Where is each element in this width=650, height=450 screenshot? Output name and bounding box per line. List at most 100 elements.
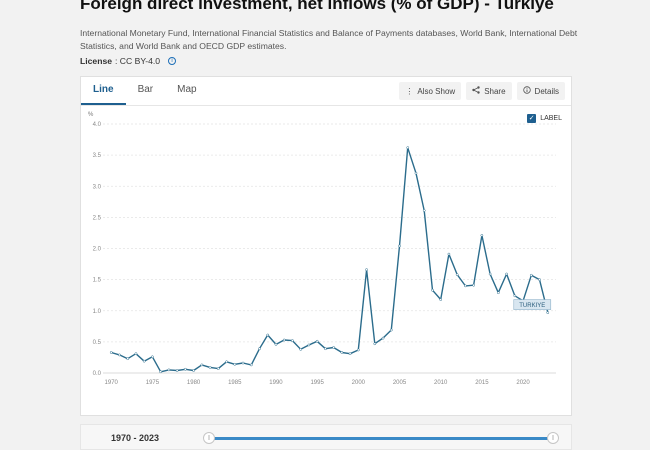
tab-divider xyxy=(81,105,571,106)
series-label-box xyxy=(513,299,552,310)
data-point-2000 xyxy=(356,348,360,352)
y-tick-label-1: 0.5 xyxy=(93,340,102,346)
data-point-2009 xyxy=(431,288,434,292)
data-point-1988 xyxy=(258,347,261,351)
data-point-1987 xyxy=(249,363,253,367)
data-point-1989 xyxy=(266,333,270,337)
data-point-2006 xyxy=(406,146,410,150)
share-label: Share xyxy=(484,86,506,96)
chart-tabs: Line Bar Map xyxy=(81,77,209,105)
data-point-1986 xyxy=(241,361,245,365)
license-value: : CC BY-4.0 xyxy=(115,56,161,66)
data-point-2013 xyxy=(464,284,467,288)
data-point-1992 xyxy=(291,339,294,342)
data-point-2008 xyxy=(422,209,426,212)
x-tick-label-9: 2015 xyxy=(475,380,489,386)
y-axis-unit-label: % xyxy=(88,112,94,118)
x-tick-label-7: 2005 xyxy=(393,380,407,386)
x-tick-label-3: 1985 xyxy=(228,380,242,386)
range-slider-track[interactable] xyxy=(209,437,553,440)
info-icon[interactable]: i xyxy=(168,57,177,65)
info-circle-icon xyxy=(522,86,531,96)
label-toggle[interactable]: ✓ LABEL xyxy=(527,114,562,123)
data-point-1973 xyxy=(134,352,138,356)
data-point-2002 xyxy=(373,342,377,346)
range-label: 1970 - 2023 xyxy=(111,433,160,443)
x-tick-label-2: 1980 xyxy=(187,380,201,386)
also-show-label: Also Show xyxy=(417,86,456,96)
data-point-1997 xyxy=(332,346,335,349)
chart-card: Line Bar Map ⋮ Also Show Share Details ✓… xyxy=(80,76,572,416)
data-point-1982 xyxy=(208,366,212,369)
data-point-2001 xyxy=(365,268,368,272)
data-point-2015 xyxy=(480,234,484,237)
data-point-1974 xyxy=(142,359,146,363)
data-point-2004 xyxy=(389,328,393,332)
data-point-2007 xyxy=(414,171,418,175)
data-point-2011 xyxy=(447,252,451,256)
share-button[interactable]: Share xyxy=(466,82,512,100)
y-tick-label-5: 2.5 xyxy=(93,215,102,221)
data-point-1980 xyxy=(192,369,195,372)
y-tick-label-4: 2.0 xyxy=(93,247,102,253)
license-label: License xyxy=(80,56,113,66)
data-point-1975 xyxy=(151,355,154,359)
y-tick-label-2: 1.0 xyxy=(93,309,102,315)
series-label-turkiye: TURKIYE xyxy=(519,303,545,309)
data-point-1979 xyxy=(184,367,187,371)
label-checkbox[interactable]: ✓ xyxy=(527,114,537,123)
data-point-1990 xyxy=(274,343,278,346)
data-point-1976 xyxy=(159,370,163,374)
line-chart: % 0.0 0.5 1.0 1.5 2.0 2.5 3.0 3.5 4.0 1970 1975 1980… xyxy=(88,112,556,386)
source-note: International Monetary Fund, Internation… xyxy=(80,28,578,51)
data-point-1991 xyxy=(282,338,286,342)
data-point-2021 xyxy=(529,273,533,277)
data-point-1981 xyxy=(200,363,204,367)
data-point-1996 xyxy=(324,347,327,351)
data-point-1998 xyxy=(340,351,344,354)
x-tick-label-8: 2010 xyxy=(434,380,448,386)
share-icon xyxy=(472,86,480,96)
x-tick-label-4: 1990 xyxy=(269,380,283,386)
tab-map[interactable]: Map xyxy=(177,84,197,95)
data-point-1971 xyxy=(118,353,121,357)
y-tick-label-3: 1.5 xyxy=(93,278,102,284)
data-point-1984 xyxy=(225,360,228,364)
data-point-1977 xyxy=(167,368,171,372)
data-point-1970 xyxy=(109,351,113,354)
y-tick-label-8: 4.0 xyxy=(93,122,102,128)
tab-bar[interactable]: Bar xyxy=(137,84,154,95)
also-show-button[interactable]: ⋮ Also Show xyxy=(399,82,462,100)
chart-toolbar: ⋮ Also Show Share Details xyxy=(399,82,565,100)
data-point-2023 xyxy=(546,311,550,314)
data-point-1985 xyxy=(233,362,237,366)
data-point-2014 xyxy=(472,283,475,287)
tab-line[interactable]: Line xyxy=(81,77,126,105)
series-line-turkiye xyxy=(111,147,549,373)
data-point-2017 xyxy=(496,291,500,295)
data-point-2005 xyxy=(398,244,401,248)
x-tick-label-0: 1970 xyxy=(105,380,119,386)
y-tick-label-6: 3.0 xyxy=(93,184,102,190)
data-point-1995 xyxy=(315,339,319,343)
data-point-2010 xyxy=(439,298,443,301)
data-point-2012 xyxy=(455,273,459,276)
data-point-2018 xyxy=(505,272,508,276)
data-point-1978 xyxy=(175,369,179,372)
data-point-2016 xyxy=(488,272,492,276)
license-line: License : CC BY-4.0 i xyxy=(80,56,177,66)
range-end-handle[interactable]: || xyxy=(547,432,559,444)
data-point-1994 xyxy=(307,343,311,347)
x-tick-label-1: 1975 xyxy=(146,380,160,386)
data-point-1999 xyxy=(348,352,352,356)
x-tick-label-10: 2020 xyxy=(516,380,530,386)
data-point-2022 xyxy=(538,278,541,281)
y-tick-label-0: 0.0 xyxy=(93,371,102,377)
details-button[interactable]: Details xyxy=(516,82,565,100)
x-tick-label-5: 1995 xyxy=(310,380,324,386)
label-toggle-text: LABEL xyxy=(540,115,562,122)
data-point-2003 xyxy=(381,336,385,340)
data-point-1993 xyxy=(299,347,303,351)
more-vertical-icon: ⋮ xyxy=(405,86,414,96)
range-start-handle[interactable]: || xyxy=(203,432,215,444)
